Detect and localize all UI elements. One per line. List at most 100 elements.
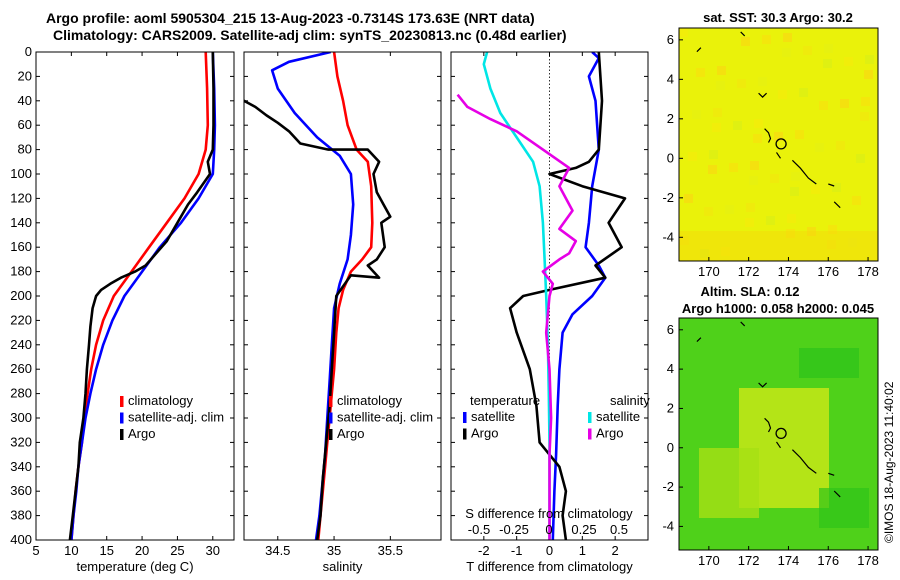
sst-field-cell [823, 59, 832, 68]
depth-tick-label: 380 [10, 508, 32, 523]
sla-ytick-label: 6 [667, 322, 674, 337]
sla-axes-frame [678, 317, 879, 551]
temp-legend-label: Argo [128, 426, 155, 441]
sst-field-cell [795, 130, 804, 139]
sst-field-cell [725, 205, 734, 214]
sst-field-cell [741, 37, 750, 46]
diff-t-legend-swatch [463, 412, 467, 423]
sst-field-cell [770, 174, 779, 183]
sst-field-cell [828, 225, 837, 234]
sla-ytick-label: -2 [662, 479, 674, 494]
sal-xtick-label: 35 [327, 543, 341, 558]
sla-map-title: Altim. SLA: 0.12 [701, 284, 800, 299]
sal-series-0 [317, 52, 374, 540]
sst-field-cell [766, 216, 775, 225]
sst-field-cell [807, 227, 816, 236]
sst-field-cell [787, 214, 796, 223]
depth-tick-label: 80 [18, 142, 32, 157]
depth-tick-label: 300 [10, 410, 32, 425]
diff-xtick-top-label: -0.25 [499, 522, 529, 537]
sst-field-cell [783, 33, 792, 42]
diff-legend-heading-salinity: salinity [610, 393, 650, 408]
temp-xtick-label: 20 [135, 543, 149, 558]
depth-tick-label: 260 [10, 361, 32, 376]
sst-ytick-label: 2 [667, 111, 674, 126]
sst-field-cell [782, 48, 791, 57]
sst-field-cell [852, 196, 861, 205]
diff-xtick-label: -1 [511, 543, 523, 558]
sla-coastline [764, 417, 772, 433]
sst-field-cell [790, 187, 799, 196]
temp-series-2 [68, 52, 215, 540]
sst-coastline [740, 31, 746, 37]
depth-tick-label: 120 [10, 190, 32, 205]
sal-legend-swatch [329, 429, 333, 440]
diff-t-legend-label: Argo [471, 426, 498, 441]
sst-field-cell [861, 97, 870, 106]
sst-field-cell [848, 238, 857, 247]
sla-field-low2 [819, 488, 869, 528]
sst-field-cell [762, 35, 771, 44]
sst-axes-frame [678, 27, 879, 262]
sla-field-mid [699, 448, 759, 518]
sla-ytick-label: -4 [662, 518, 674, 533]
sla-ytick-label: 2 [667, 400, 674, 415]
sst-coastline [764, 128, 772, 143]
sst-field-cell [803, 46, 812, 55]
sst-field-cell [716, 81, 725, 90]
sla-xtick-label: 172 [738, 553, 760, 568]
sst-coastline [758, 92, 768, 98]
temp-xtick-label: 15 [99, 543, 113, 558]
depth-tick-label: 340 [10, 459, 32, 474]
sal-legend-label: Argo [337, 426, 364, 441]
temp-xtick-label: 10 [64, 543, 78, 558]
sst-coastline [791, 159, 817, 185]
diff-xtick-label: -2 [478, 543, 490, 558]
depth-tick-label: 160 [10, 239, 32, 254]
depth-tick-label: 20 [18, 68, 32, 83]
sst-field-cell [824, 44, 833, 53]
sst-field-cell [692, 110, 701, 119]
depth-tick-label: 140 [10, 215, 32, 230]
sla-field-low [799, 348, 859, 378]
diff-xlabel: T difference from climatology [466, 559, 633, 574]
sst-field-cell [733, 121, 742, 130]
sal-xlabel: salinity [323, 559, 363, 574]
diff-xtick-label: 0 [546, 543, 553, 558]
footer-timestamp: ©IMOS 18-Aug-2023 11:40:02 [882, 381, 896, 543]
temp-legend-swatch [120, 429, 124, 440]
sst-field-cell [799, 88, 808, 97]
sst-field-cell [679, 28, 688, 37]
sst-field-cell [712, 123, 721, 132]
diff-t-legend-swatch [463, 428, 467, 440]
sst-xtick-label: 178 [857, 264, 879, 279]
sst-field-cell [819, 101, 828, 110]
sst-coastline [833, 201, 841, 209]
sla-map-subtitle: Argo h1000: 0.058 h2000: 0.045 [682, 301, 874, 316]
diff-t-legend-label: satellite [471, 409, 515, 424]
diff-s-legend-label: Argo [596, 426, 623, 441]
sal-xtick-label: 35.5 [378, 543, 403, 558]
sst-field-cell [753, 134, 762, 143]
sst-field-cell [729, 163, 738, 172]
sst-field-cell [774, 132, 783, 141]
temp-legend-label: satellite-adj. clim [128, 410, 224, 425]
sst-ytick-label: 6 [667, 32, 674, 47]
sst-field-cell [749, 176, 758, 185]
depth-tick-label: 280 [10, 386, 32, 401]
sst-field-cell [717, 66, 726, 75]
sst-field-cell [745, 218, 754, 227]
sst-coastline [828, 183, 835, 187]
sst-field-cell [840, 99, 849, 108]
sal-axes-frame [243, 51, 442, 541]
depth-tick-label: 200 [10, 288, 32, 303]
sla-xtick-label: 178 [857, 553, 879, 568]
sst-field-cell [827, 240, 836, 249]
diff-xtick-top-label: 0 [545, 522, 552, 537]
sst-xtick-label: 174 [778, 264, 800, 279]
diff-s-legend-swatch [588, 428, 592, 440]
sst-field-cell [811, 185, 820, 194]
temp-series-1 [70, 52, 217, 540]
diff-legend-heading-temperature: temperature [470, 393, 540, 408]
sla-coastline [791, 449, 817, 474]
